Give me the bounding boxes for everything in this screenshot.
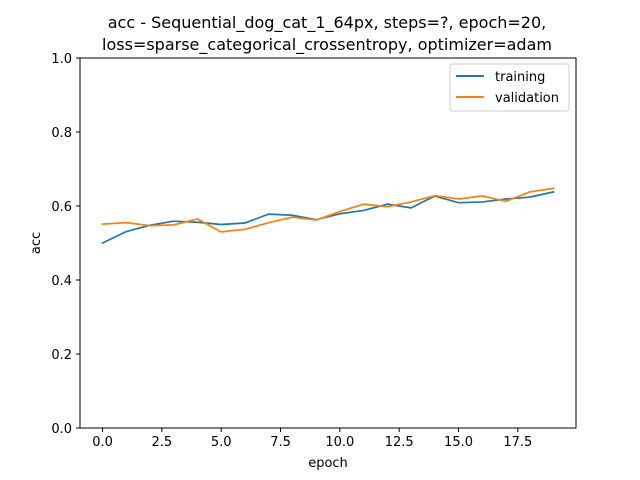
y-tick-label: 0.6 xyxy=(51,200,72,215)
x-tick-label: 2.5 xyxy=(152,435,173,450)
plot-frame xyxy=(79,57,577,429)
x-tick-label: 0.0 xyxy=(92,435,113,450)
chart-title-line-1: acc - Sequential_dog_cat_1_64px, steps=?… xyxy=(108,13,547,33)
series-line-validation xyxy=(101,187,555,233)
y-tick-label: 0.2 xyxy=(51,348,72,363)
y-tick-label: 1.0 xyxy=(51,52,72,67)
y-axis-label: acc xyxy=(29,232,44,254)
legend-label-validation: validation xyxy=(495,91,559,106)
x-axis-ticks: 0.0 2.5 5.0 7.5 10.0 12.5 15.0 17.5 xyxy=(92,428,532,450)
series-layer xyxy=(101,187,555,245)
chart-title-line-2: loss=sparse_categorical_crossentropy, op… xyxy=(102,35,552,55)
x-axis-label: epoch xyxy=(308,456,348,471)
y-tick-label: 0.4 xyxy=(51,274,72,289)
legend: training validation xyxy=(449,63,570,112)
x-tick-label: 15.0 xyxy=(444,435,473,450)
x-tick-label: 5.0 xyxy=(211,435,232,450)
x-tick-label: 10.0 xyxy=(325,435,354,450)
x-tick-label: 7.5 xyxy=(270,435,291,450)
x-tick-label: 17.5 xyxy=(503,435,532,450)
series-line-training xyxy=(101,190,555,245)
legend-label-training: training xyxy=(495,70,545,85)
y-tick-label: 0.0 xyxy=(51,422,72,437)
x-tick-label: 12.5 xyxy=(385,435,414,450)
chart-title: acc - Sequential_dog_cat_1_64px, steps=?… xyxy=(102,13,552,55)
y-axis-ticks: 0.0 0.2 0.4 0.6 0.8 1.0 xyxy=(51,52,80,437)
y-tick-label: 0.8 xyxy=(51,126,72,141)
